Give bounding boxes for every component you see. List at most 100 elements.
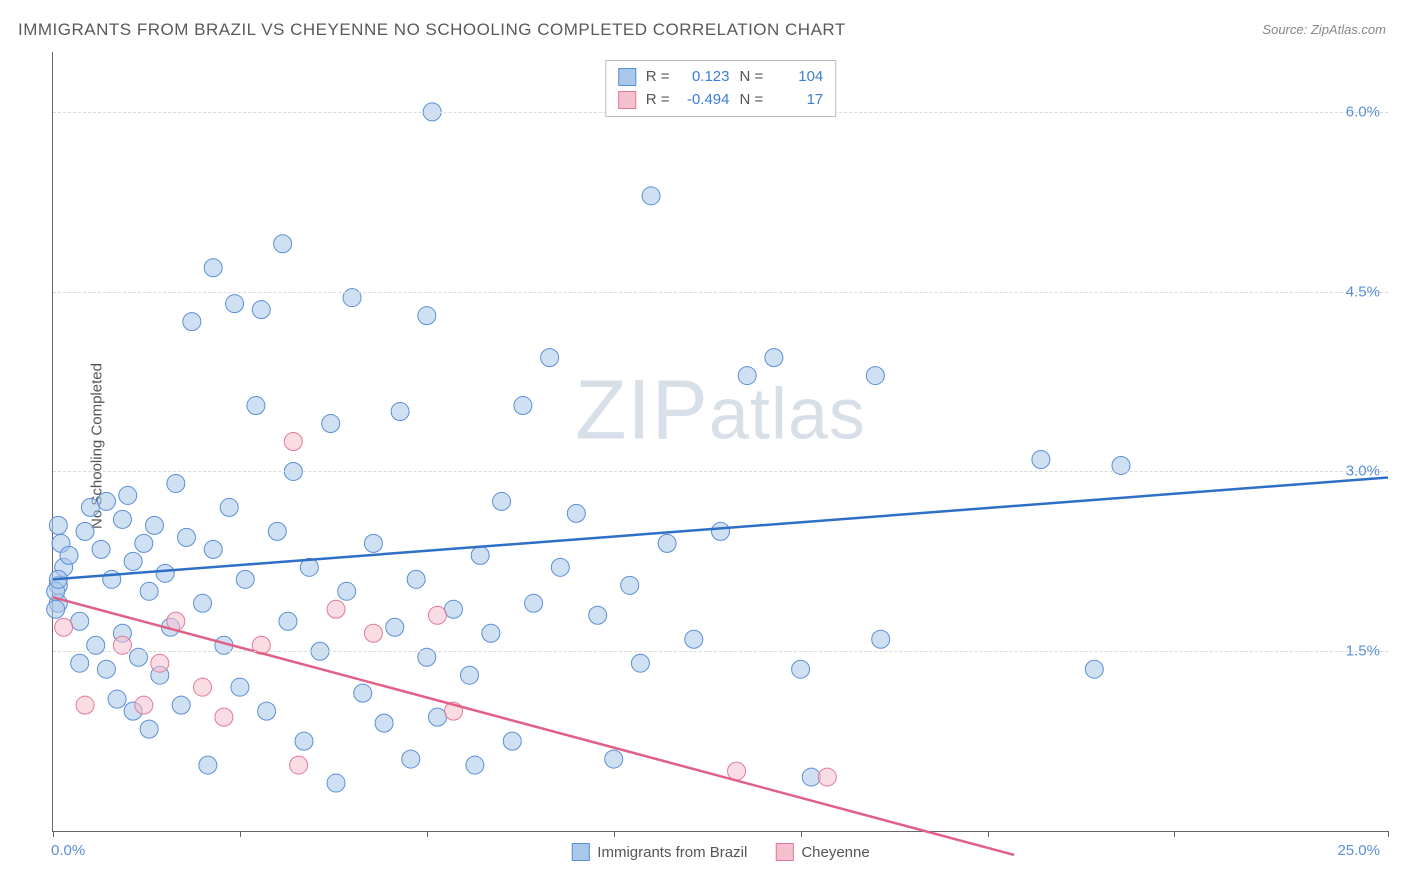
trend-line xyxy=(53,477,1388,579)
data-point xyxy=(295,732,313,750)
y-tick-label: 4.5% xyxy=(1346,283,1380,300)
data-point xyxy=(792,660,810,678)
data-point xyxy=(567,504,585,522)
data-point xyxy=(402,750,420,768)
data-point xyxy=(407,570,425,588)
legend-label-1: Immigrants from Brazil xyxy=(597,844,747,861)
legend-label-2: Cheyenne xyxy=(801,844,869,861)
data-point xyxy=(76,696,94,714)
data-point xyxy=(728,762,746,780)
plot-area: ZIPatlas R = 0.123 N = 104 R = -0.494 N … xyxy=(52,52,1388,832)
data-point xyxy=(151,654,169,672)
data-point xyxy=(493,492,511,510)
x-tick xyxy=(1174,831,1175,837)
data-point xyxy=(354,684,372,702)
source-value: ZipAtlas.com xyxy=(1311,22,1386,37)
data-point xyxy=(71,612,89,630)
data-point xyxy=(327,774,345,792)
data-point xyxy=(220,498,238,516)
gridline xyxy=(53,292,1388,293)
data-point xyxy=(631,654,649,672)
data-point xyxy=(461,666,479,684)
data-point xyxy=(204,540,222,558)
data-point xyxy=(685,630,703,648)
x-tick xyxy=(801,831,802,837)
stats-row-1: R = 0.123 N = 104 xyxy=(618,66,824,89)
x-origin-label: 0.0% xyxy=(51,842,85,859)
data-point xyxy=(818,768,836,786)
data-point xyxy=(284,433,302,451)
stats-n-value-1: 104 xyxy=(773,66,823,89)
data-point xyxy=(81,498,99,516)
stats-swatch-2 xyxy=(618,91,636,109)
y-tick-label: 6.0% xyxy=(1346,103,1380,120)
data-point xyxy=(765,349,783,367)
data-point xyxy=(97,492,115,510)
data-point xyxy=(290,756,308,774)
data-point xyxy=(124,552,142,570)
data-point xyxy=(97,660,115,678)
x-tick xyxy=(53,831,54,837)
data-point xyxy=(167,474,185,492)
stats-row-2: R = -0.494 N = 17 xyxy=(618,89,824,112)
chart-title: IMMIGRANTS FROM BRAZIL VS CHEYENNE NO SC… xyxy=(18,20,846,40)
data-point xyxy=(231,678,249,696)
data-point xyxy=(364,624,382,642)
gridline xyxy=(53,471,1388,472)
trend-line xyxy=(53,597,1014,855)
data-point xyxy=(215,708,233,726)
stats-n-label-1: N = xyxy=(740,66,764,89)
legend-item-2: Cheyenne xyxy=(775,843,869,861)
chart-container: IMMIGRANTS FROM BRAZIL VS CHEYENNE NO SC… xyxy=(0,0,1406,892)
data-point xyxy=(802,768,820,786)
data-point xyxy=(135,696,153,714)
data-point xyxy=(145,516,163,534)
data-point xyxy=(445,600,463,618)
y-tick-label: 3.0% xyxy=(1346,463,1380,480)
data-point xyxy=(92,540,110,558)
stats-swatch-1 xyxy=(618,68,636,86)
data-point xyxy=(466,756,484,774)
bottom-legend: Immigrants from Brazil Cheyenne xyxy=(571,843,869,861)
stats-r-value-2: -0.494 xyxy=(680,89,730,112)
data-point xyxy=(712,522,730,540)
data-point xyxy=(76,522,94,540)
x-tick xyxy=(1388,831,1389,837)
data-point xyxy=(364,534,382,552)
data-point xyxy=(1032,450,1050,468)
data-point xyxy=(605,750,623,768)
stats-r-value-1: 0.123 xyxy=(680,66,730,89)
data-point xyxy=(551,558,569,576)
data-point xyxy=(327,600,345,618)
data-point xyxy=(140,720,158,738)
legend-item-1: Immigrants from Brazil xyxy=(571,843,747,861)
x-tick xyxy=(240,831,241,837)
stats-r-label-1: R = xyxy=(646,66,670,89)
stats-r-label-2: R = xyxy=(646,89,670,112)
data-point xyxy=(55,618,73,636)
data-point xyxy=(482,624,500,642)
data-point xyxy=(525,594,543,612)
data-point xyxy=(872,630,890,648)
data-point xyxy=(194,678,212,696)
data-point xyxy=(71,654,89,672)
data-point xyxy=(194,594,212,612)
y-tick-label: 1.5% xyxy=(1346,643,1380,660)
data-point xyxy=(658,534,676,552)
data-point xyxy=(199,756,217,774)
gridline xyxy=(53,651,1388,652)
legend-swatch-1 xyxy=(571,843,589,861)
data-point xyxy=(247,397,265,415)
data-point xyxy=(589,606,607,624)
data-point xyxy=(338,582,356,600)
x-tick xyxy=(427,831,428,837)
data-point xyxy=(375,714,393,732)
data-point xyxy=(541,349,559,367)
stats-legend-box: R = 0.123 N = 104 R = -0.494 N = 17 xyxy=(605,60,837,117)
data-point xyxy=(135,534,153,552)
data-point xyxy=(252,301,270,319)
data-point xyxy=(108,690,126,708)
data-point xyxy=(60,546,78,564)
data-point xyxy=(428,708,446,726)
data-point xyxy=(418,307,436,325)
